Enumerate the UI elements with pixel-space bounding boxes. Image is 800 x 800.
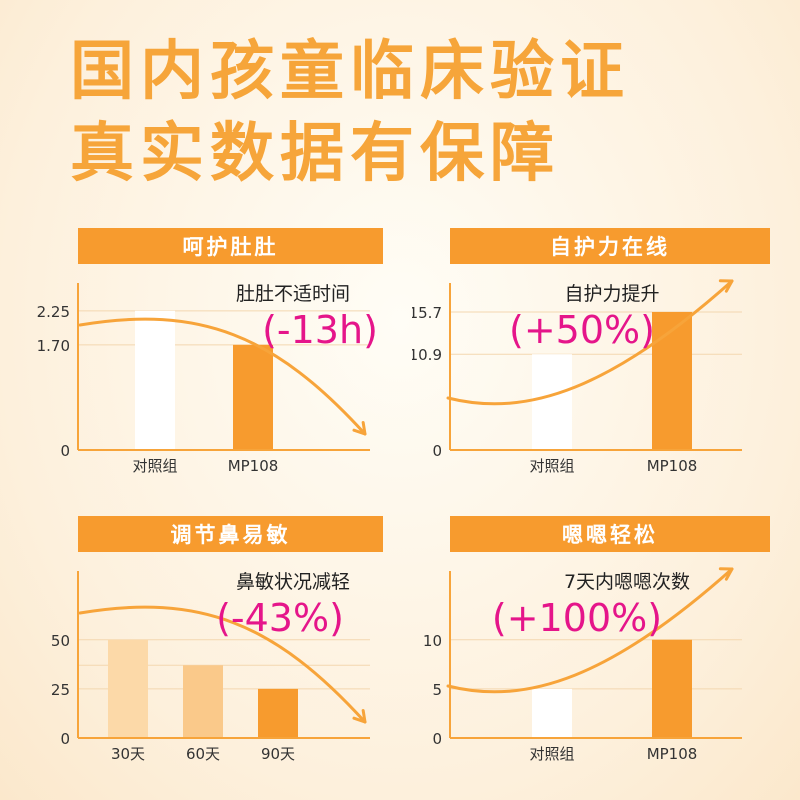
y-tick-label: 50: [51, 632, 70, 650]
headline-line-2: 真实数据有保障: [70, 117, 560, 191]
bar-2: [258, 688, 298, 738]
y-tick-label: 1.70: [37, 337, 70, 355]
chart-panel-easy-bowel: 嗯嗯轻松 10 5 0 对照组 MP108 7天内嗯嗯次数 (+100%): [412, 516, 782, 766]
chart-subtitle: 7天内嗯嗯次数: [564, 571, 690, 593]
trend-curve: [446, 279, 734, 406]
y-tick-label: 0: [60, 730, 70, 748]
y-tick-label: 5: [432, 681, 442, 699]
bar-1: [652, 639, 692, 738]
bar-0: [135, 310, 175, 450]
x-category-label: 对照组: [132, 457, 177, 475]
headline-line-1: 国内孩童临床验证: [70, 35, 630, 109]
bar-1: [652, 312, 692, 450]
y-tick-label: 0: [432, 730, 442, 748]
chart-highlight-value: (+100%): [492, 596, 662, 640]
chart-highlight-value: (-43%): [216, 596, 344, 640]
chart-panel-self-protection: 自护力在线 15.7 10.9 0 对照组 MP108 自护力提升 (+50%): [412, 228, 782, 478]
chart-svg: 2.25 1.70 0 对照组 MP108 肚肚不适时间 (-13h): [37, 283, 378, 475]
bar-1: [183, 665, 223, 738]
trend-arrowhead: [352, 708, 367, 724]
trend-arrowhead: [352, 420, 367, 436]
chart-svg: 15.7 10.9 0 对照组 MP108 自护力提升 (+50%): [412, 279, 742, 475]
chart-highlight-value: (+50%): [509, 308, 655, 352]
trend-curve: [78, 317, 367, 436]
chart-title-banner: 嗯嗯轻松: [450, 516, 770, 552]
chart-title-banner: 调节鼻易敏: [78, 516, 383, 552]
y-tick-label: 10: [423, 632, 442, 650]
trend-arrowhead: [718, 279, 734, 293]
x-category-label: 对照组: [529, 457, 574, 475]
chart-subtitle: 鼻敏状况减轻: [236, 571, 350, 593]
bar-1: [233, 344, 273, 450]
bar-0: [532, 354, 572, 450]
y-tick-label: 10.9: [412, 346, 442, 364]
chart-title-banner: 呵护肚肚: [78, 228, 383, 264]
y-tick-label: 15.7: [412, 304, 442, 322]
x-category-label: 90天: [261, 745, 295, 763]
y-tick-label: 2.25: [37, 303, 70, 321]
trend-curve: [446, 567, 734, 694]
bar-0: [108, 639, 148, 738]
y-tick-label: 0: [60, 442, 70, 460]
chart-panel-belly-care: 呵护肚肚 2.25 1.70 0 对照组 MP108 肚肚不适时间 (-13h): [20, 228, 390, 478]
x-category-label: MP108: [647, 745, 698, 763]
bar-0: [532, 688, 572, 738]
trend-arrowhead: [718, 567, 734, 581]
x-category-label: MP108: [647, 457, 698, 475]
x-category-label: 对照组: [529, 745, 574, 763]
chart-panel-nasal-sensitivity: 调节鼻易敏 50 25 0 30天 60天 90天 鼻敏状况减轻 (-43%): [20, 516, 390, 766]
chart-svg: 50 25 0 30天 60天 90天 鼻敏状况减轻 (-43%): [51, 571, 370, 763]
chart-svg: 10 5 0 对照组 MP108 7天内嗯嗯次数 (+100%): [423, 567, 742, 763]
chart-highlight-value: (-13h): [262, 308, 378, 352]
chart-subtitle: 肚肚不适时间: [236, 283, 350, 305]
x-category-label: 30天: [111, 745, 145, 763]
x-category-label: 60天: [186, 745, 220, 763]
chart-subtitle: 自护力提升: [564, 283, 659, 305]
y-tick-label: 0: [432, 442, 442, 460]
trend-curve: [78, 605, 367, 724]
y-tick-label: 25: [51, 681, 70, 699]
chart-title-banner: 自护力在线: [450, 228, 770, 264]
x-category-label: MP108: [228, 457, 279, 475]
